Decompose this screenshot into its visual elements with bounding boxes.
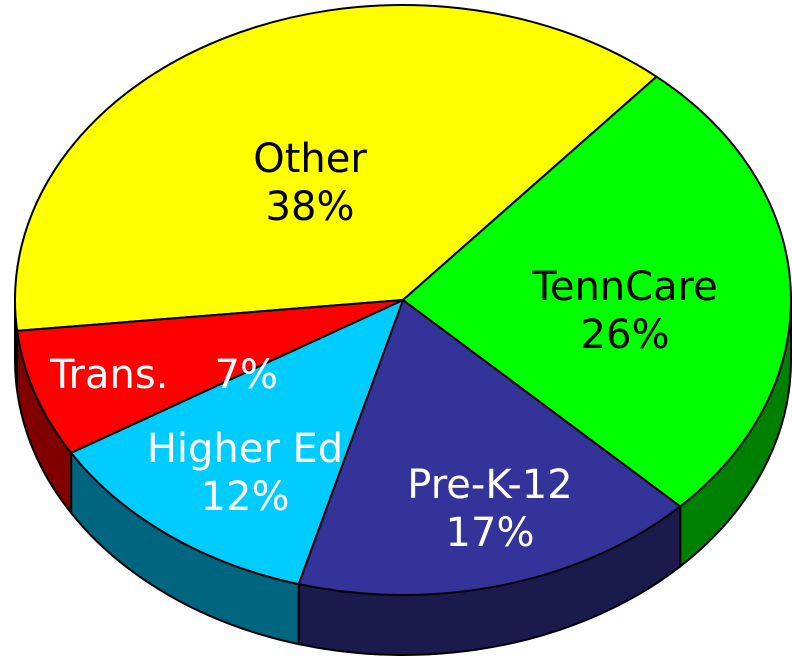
slice	[14, 4, 659, 332]
slice-label: Trans.	[49, 352, 168, 398]
slice-label: Other	[253, 136, 367, 182]
slice-label: Pre-K-12	[407, 462, 572, 508]
slice-value-label: 12%	[201, 474, 290, 520]
slice-label: TennCare	[531, 264, 718, 310]
slice	[297, 298, 682, 596]
slice-value-label: 7%	[215, 352, 278, 398]
slice-value-label: 38%	[266, 184, 355, 230]
slice-value-label: 26%	[581, 312, 670, 358]
slice	[69, 298, 405, 586]
slice	[401, 75, 792, 508]
slice-value-label: 17%	[446, 510, 535, 556]
slice-label: Higher Ed	[147, 426, 343, 472]
slice	[15, 299, 404, 455]
